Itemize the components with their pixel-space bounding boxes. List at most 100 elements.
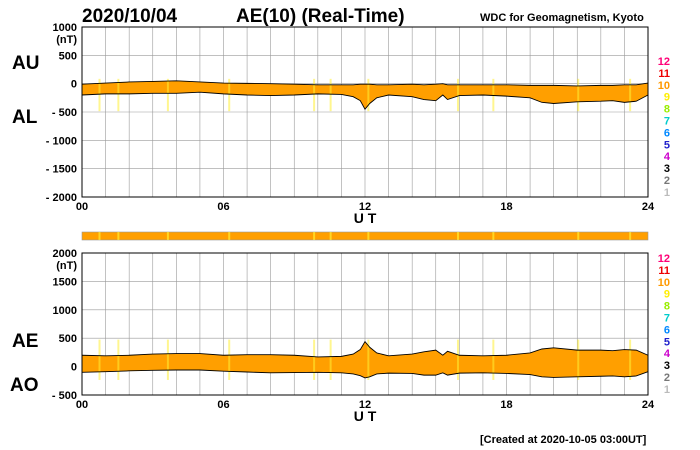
legend-entry: 10 (658, 277, 670, 289)
legend-entry: 4 (664, 151, 671, 163)
strip-stripe (117, 232, 120, 240)
station-count-stripe (329, 339, 332, 380)
y-tick-label: 2000 (53, 248, 77, 260)
legend-entry: 11 (658, 265, 670, 277)
legend-entry: 7 (664, 313, 670, 325)
legend-entry: 2 (664, 175, 670, 187)
x-tick-label: 18 (500, 399, 512, 411)
legend-entry: 3 (664, 163, 670, 175)
x-tick-label: 12 (359, 399, 371, 411)
date-title: 2020/10/04 (82, 6, 178, 27)
top-lower-series-line (81, 91, 649, 110)
legend-entry: 2 (664, 372, 670, 384)
legend-entry: 1 (664, 187, 670, 199)
station-count-stripe (456, 78, 459, 112)
y-tick-label: 0 (71, 79, 77, 91)
x-axis-label: U T (354, 408, 377, 424)
station-count-stripe (492, 339, 495, 380)
x-axis-label: U T (354, 210, 377, 226)
strip-stripe (313, 232, 316, 240)
legend-entry: 8 (664, 301, 670, 313)
y-tick-label: - 2000 (46, 192, 77, 204)
station-count-stripe (367, 339, 370, 380)
y-tick-label: - 500 (52, 390, 77, 402)
y-tick-label: 500 (59, 50, 77, 62)
legend-entry: 9 (664, 289, 670, 301)
y-tick-label: 1000 (53, 305, 77, 317)
station-count-stripe (166, 78, 169, 112)
unit-label: (nT) (56, 34, 77, 46)
top-upper-series-line (81, 80, 649, 87)
legend-entry: 11 (658, 68, 670, 80)
station-count-stripe (577, 78, 580, 112)
station-count-stripe (313, 78, 316, 112)
x-tick-label: 06 (217, 399, 229, 411)
bottom-plot-frame (81, 252, 649, 396)
y-tick-label: 500 (59, 333, 77, 345)
legend-entry: 3 (664, 360, 670, 372)
strip-stripe (367, 232, 370, 240)
legend-entry: 12 (658, 253, 670, 265)
legend-entry: 8 (664, 104, 670, 116)
strip-stripe (456, 232, 459, 240)
bottom-upper-series-line (81, 340, 649, 358)
strip-stripe (629, 232, 632, 240)
top-plot-frame (81, 26, 649, 198)
legend-entry: 9 (664, 92, 670, 104)
x-tick-label: 24 (642, 399, 655, 411)
legend-entry: 5 (664, 336, 670, 348)
x-tick-label: 18 (500, 201, 512, 213)
created-label: [Created at 2020-10-05 03:00UT] (480, 434, 647, 446)
x-tick-label: 24 (642, 201, 655, 213)
upper-series-name: AE (12, 331, 38, 352)
station-count-stripe (98, 78, 101, 112)
legend-entry: 4 (664, 348, 671, 360)
station-count-stripe (367, 78, 370, 112)
station-count-stripe (166, 339, 169, 380)
station-count-stripe (629, 339, 632, 380)
strip-stripe (98, 232, 101, 240)
y-tick-label: 1500 (53, 276, 77, 288)
bottom-lower-series-line (81, 369, 649, 379)
legend-entry: 6 (664, 127, 670, 139)
legend-entry: 6 (664, 324, 670, 336)
index-title: AE(10) (Real-Time) (236, 6, 405, 27)
station-count-stripe (456, 339, 459, 380)
strip-stripe (492, 232, 495, 240)
station-count-stripe (629, 78, 632, 112)
y-tick-label: - 500 (52, 107, 77, 119)
station-count-stripe (98, 339, 101, 380)
station-count-stripe (117, 339, 120, 380)
legend-entry: 10 (658, 80, 670, 92)
unit-label: (nT) (56, 260, 77, 272)
lower-series-name: AO (10, 375, 39, 396)
x-tick-label: 06 (217, 201, 229, 213)
upper-series-name: AU (12, 53, 39, 74)
y-tick-label: 1000 (53, 22, 77, 34)
strip-stripe (228, 232, 231, 240)
top-band-area (82, 80, 648, 110)
station-count-stripe (228, 78, 231, 112)
x-tick-label: 00 (76, 201, 88, 213)
x-tick-label: 00 (76, 399, 88, 411)
station-count-stripe (577, 339, 580, 380)
y-tick-label: - 1500 (46, 164, 77, 176)
station-count-strip (81, 231, 649, 241)
bottom-band-area (82, 341, 648, 378)
source-label: WDC for Geomagnetism, Kyoto (480, 12, 644, 24)
lower-series-name: AL (12, 107, 38, 128)
station-count-stripe (492, 78, 495, 112)
legend-entry: 7 (664, 116, 670, 128)
strip-stripe (329, 232, 332, 240)
y-tick-label: 0 (71, 362, 77, 374)
station-count-stripe (329, 78, 332, 112)
legend-entry: 5 (664, 139, 670, 151)
legend-entry: 1 (664, 384, 670, 396)
station-count-stripe (228, 339, 231, 380)
legend-entry: 12 (658, 56, 670, 68)
station-count-stripe (313, 339, 316, 380)
top-panel: 1000 500 0 - 500 - 1000 - 1500 - 2000 (nT) 00 06 1… (12, 22, 671, 226)
y-tick-label: - 1000 (46, 135, 77, 147)
